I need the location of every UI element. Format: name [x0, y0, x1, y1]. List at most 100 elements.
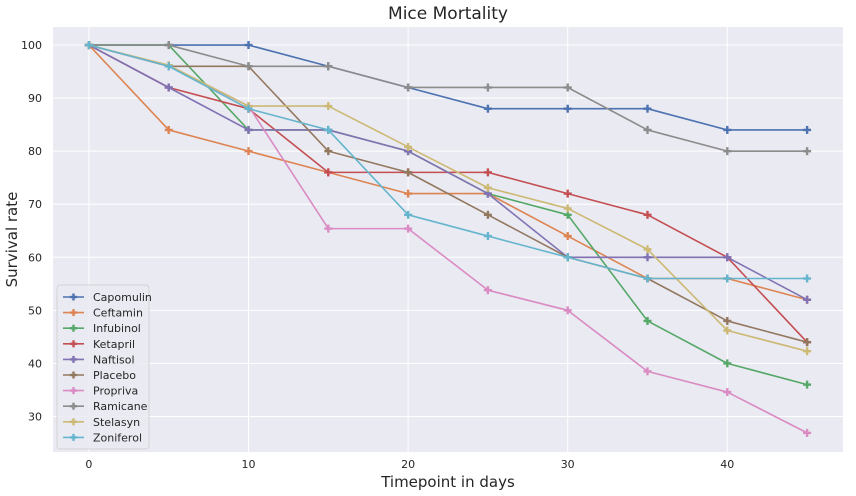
data-point: [563, 306, 572, 315]
y-tick-label: 60: [28, 251, 42, 264]
data-point: [404, 210, 413, 219]
data-point: [723, 359, 732, 368]
legend: Capomulin Ceftamin Infubinol Ketapril Naftis…: [56, 284, 152, 450]
y-tick-label: 100: [21, 39, 42, 52]
data-point: [803, 295, 812, 304]
data-point: [643, 367, 652, 376]
data-point: [803, 428, 812, 437]
data-point: [643, 316, 652, 325]
data-point: [404, 83, 413, 92]
data-point: [803, 338, 812, 347]
legend-label: Stelasyn: [93, 416, 140, 429]
data-point: [164, 62, 173, 71]
data-point: [643, 253, 652, 262]
series-line: [88, 44, 808, 352]
data-point: [404, 189, 413, 198]
series-line: [88, 44, 808, 131]
legend-box: [56, 284, 150, 450]
y-tick-label: 30: [28, 410, 42, 423]
data-point: [723, 274, 732, 283]
data-point: [164, 83, 173, 92]
legend-item: Capomulin: [63, 291, 152, 304]
data-point: [483, 83, 492, 92]
data-point: [324, 224, 333, 233]
data-point: [803, 274, 812, 283]
x-tick-label: 0: [85, 458, 92, 471]
data-point: [723, 125, 732, 134]
data-point: [563, 189, 572, 198]
tick-labels: 0 10 20 30 40 30 40 50 60 70 80 90 100: [21, 39, 734, 471]
legend-item: Zoniferol: [63, 431, 142, 444]
legend-label: Ramicane: [93, 400, 148, 413]
series-line: [88, 44, 808, 280]
data-point: [723, 253, 732, 262]
data-point: [404, 224, 413, 233]
data-point: [723, 147, 732, 156]
series-line: [88, 44, 808, 152]
data-point: [244, 104, 253, 113]
data-point: [803, 380, 812, 389]
data-point: [643, 104, 652, 113]
legend-item: Ketapril: [63, 338, 135, 351]
data-point: [563, 232, 572, 241]
legend-label: Placebo: [93, 369, 136, 382]
series-zoniferol: [84, 41, 812, 283]
data-point: [404, 142, 413, 151]
data-point: [563, 253, 572, 262]
data-point: [324, 147, 333, 156]
data-point: [643, 274, 652, 283]
y-axis-title: Survival rate: [3, 192, 21, 288]
data-point: [483, 232, 492, 241]
series-line: [88, 44, 808, 301]
data-point: [84, 41, 93, 50]
x-tick-label: 40: [720, 458, 734, 471]
data-point: [803, 125, 812, 134]
x-tick-label: 10: [242, 458, 256, 471]
legend-item: Naftisol: [63, 353, 135, 366]
legend-label: Zoniferol: [93, 431, 142, 444]
y-tick-label: 90: [28, 92, 42, 105]
data-point: [643, 245, 652, 254]
data-point: [723, 388, 732, 397]
data-point: [563, 204, 572, 213]
grid: [53, 27, 843, 452]
legend-item: Ceftamin: [63, 307, 143, 320]
legend-item: Propriva: [63, 385, 138, 398]
legend-label: Ketapril: [93, 338, 135, 351]
series-lines: [84, 41, 812, 437]
plot-background: [53, 27, 843, 452]
data-point: [324, 168, 333, 177]
legend-label: Naftisol: [93, 353, 135, 366]
data-point: [244, 41, 253, 50]
x-tick-label: 20: [401, 458, 415, 471]
data-point: [803, 147, 812, 156]
data-point: [483, 210, 492, 219]
data-point: [244, 147, 253, 156]
data-point: [643, 210, 652, 219]
data-point: [483, 168, 492, 177]
series-line: [88, 44, 808, 343]
y-tick-label: 40: [28, 357, 42, 370]
chart-title: Mice Mortality: [388, 4, 508, 24]
data-point: [404, 168, 413, 177]
legend-label: Ceftamin: [93, 307, 143, 320]
legend-item: Stelasyn: [63, 416, 140, 429]
legend-item: Placebo: [63, 369, 136, 382]
y-tick-label: 80: [28, 145, 42, 158]
data-point: [324, 62, 333, 71]
data-point: [563, 104, 572, 113]
data-point: [244, 62, 253, 71]
y-tick-label: 50: [28, 304, 42, 317]
data-point: [563, 83, 572, 92]
data-point: [483, 104, 492, 113]
x-tick-label: 30: [561, 458, 575, 471]
legend-label: Capomulin: [93, 291, 152, 304]
y-tick-label: 70: [28, 198, 42, 211]
data-point: [723, 326, 732, 335]
legend-item: Ramicane: [63, 400, 148, 413]
x-axis-title: Timepoint in days: [380, 473, 515, 491]
data-point: [643, 125, 652, 134]
data-point: [324, 125, 333, 134]
data-point: [324, 102, 333, 111]
